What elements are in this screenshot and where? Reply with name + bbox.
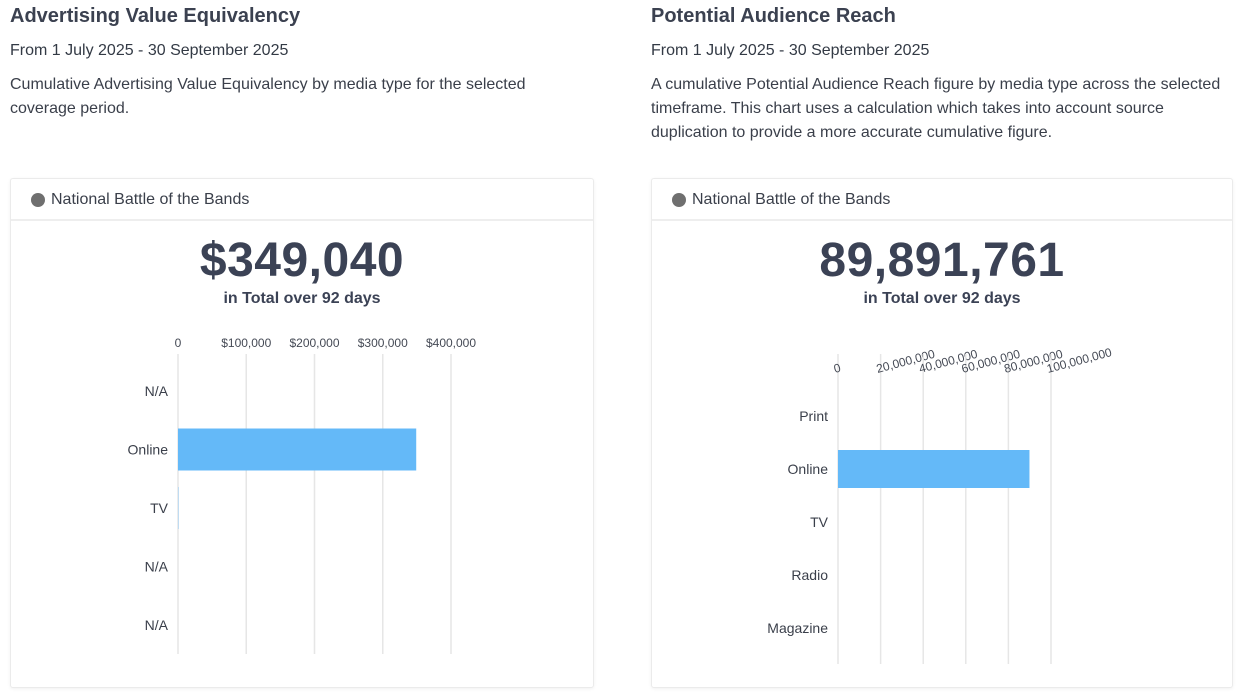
ave-bar-chart: 0 $100,000 $200,000 $300,000 $400,000 N/A Onli… <box>128 336 476 654</box>
reach-legend-label[interactable]: National Battle of the Bands <box>692 191 891 208</box>
legend-dot-icon <box>672 193 686 207</box>
x-tick-label: 0 <box>175 336 182 350</box>
y-category-label: Radio <box>791 567 828 583</box>
legend-dot-icon <box>31 193 45 207</box>
y-category-label: Magazine <box>767 620 828 636</box>
x-tick-label: $100,000 <box>221 336 271 350</box>
reach-bar-chart: 0 20,000,00040,000,00060,000,00080,000,00… <box>767 345 1114 664</box>
ave-legend-label[interactable]: National Battle of the Bands <box>51 191 250 208</box>
reach-total-caption: in Total over 92 days <box>863 290 1021 307</box>
ave-total-caption: in Total over 92 days <box>223 290 381 307</box>
reach-total: 89,891,761 <box>819 234 1065 287</box>
ave-title: Advertising Value Equivalency <box>10 5 301 27</box>
x-tick-label: $400,000 <box>426 336 476 350</box>
y-category-label: N/A <box>145 617 169 633</box>
bar <box>838 450 1030 488</box>
reach-title: Potential Audience Reach <box>651 5 896 27</box>
x-tick-label: 0 <box>832 361 842 376</box>
ave-date-range: From 1 July 2025 - 30 September 2025 <box>10 42 289 59</box>
y-category-label: TV <box>150 500 169 516</box>
y-category-label: N/A <box>145 559 169 575</box>
y-category-label: TV <box>810 514 829 530</box>
ave-total: $349,040 <box>199 234 405 287</box>
y-category-label: Online <box>788 461 829 477</box>
reach-chart-card: National Battle of the Bands 89,891,761 … <box>651 178 1233 688</box>
x-tick-label: $300,000 <box>358 336 408 350</box>
ave-legend: National Battle of the Bands <box>11 179 593 221</box>
ave-description: Cumulative Advertising Value Equivalency… <box>10 76 526 117</box>
reach-date-range: From 1 July 2025 - 30 September 2025 <box>651 42 930 59</box>
x-tick-label: $200,000 <box>289 336 339 350</box>
reach-legend: National Battle of the Bands <box>652 179 1232 221</box>
y-category-label: Online <box>128 442 169 458</box>
y-category-label: N/A <box>145 383 169 399</box>
ave-chart-card: National Battle of the Bands $349,040 in… <box>10 178 594 688</box>
bar <box>178 428 417 471</box>
y-category-label: Print <box>799 408 828 424</box>
reach-description: A cumulative Potential Audience Reach fi… <box>651 76 1221 141</box>
